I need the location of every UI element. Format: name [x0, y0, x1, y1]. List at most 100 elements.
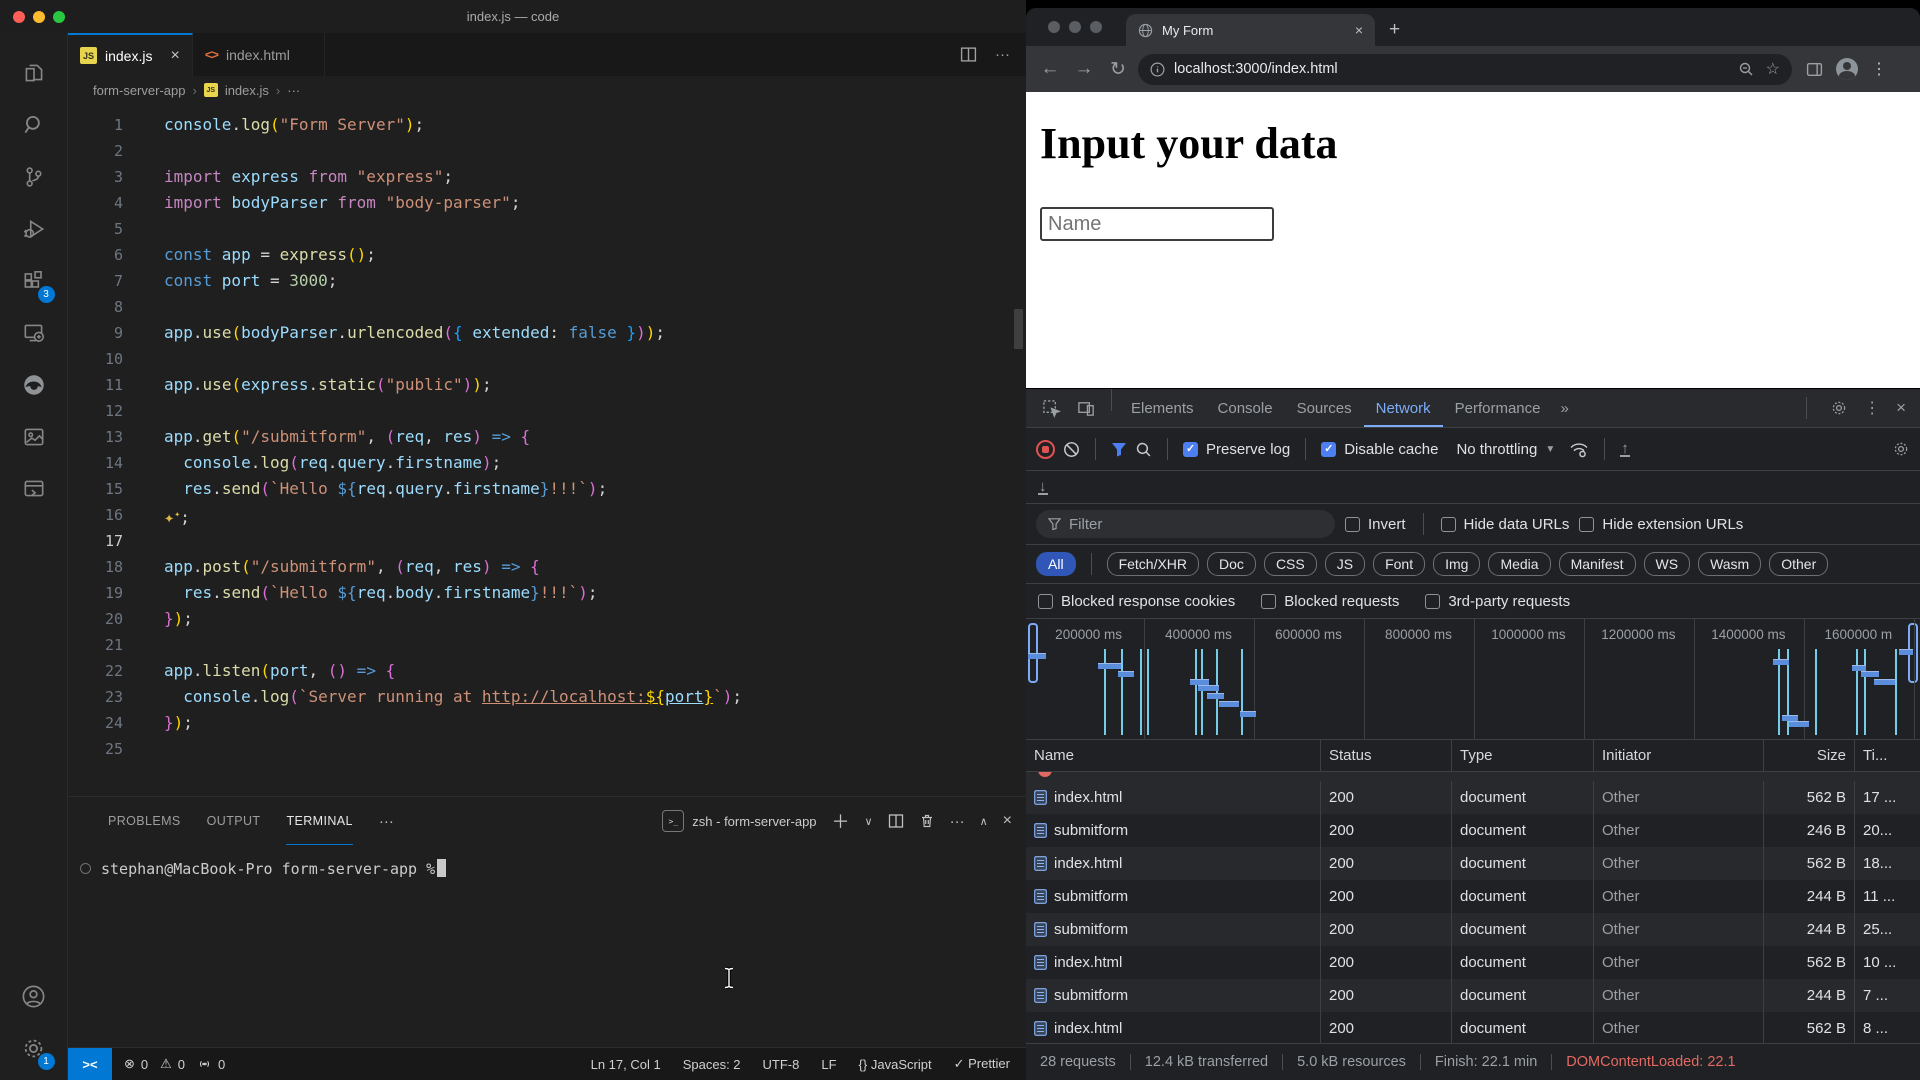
- devtools-settings-gear-icon[interactable]: [1830, 399, 1848, 417]
- code-line[interactable]: 1 console.log("Form Server");: [68, 112, 1026, 138]
- code-line[interactable]: 5: [68, 216, 1026, 242]
- tab-index-js[interactable]: JS index.js ×: [68, 33, 193, 76]
- source-control-icon[interactable]: [11, 151, 57, 203]
- new-terminal-icon[interactable]: ＋: [831, 812, 850, 832]
- editor-scrollbar[interactable]: [1014, 309, 1023, 349]
- terminal[interactable]: stephan@MacBook-Pro form-server-app %: [68, 845, 1026, 1047]
- checkbox-icon[interactable]: [1579, 516, 1595, 532]
- close-tab-icon[interactable]: ×: [170, 46, 180, 64]
- code-line[interactable]: 16 ✦✦;: [68, 502, 1026, 528]
- code-line[interactable]: 4 import bodyParser from "body-parser";: [68, 190, 1026, 216]
- code-line[interactable]: 3 import express from "express";: [68, 164, 1026, 190]
- filter-option[interactable]: Invert: [1345, 516, 1406, 533]
- remote-indicator[interactable]: ><: [68, 1048, 112, 1080]
- panel-tab-terminal[interactable]: TERMINAL: [286, 797, 352, 845]
- close-panel-icon[interactable]: ×: [1002, 812, 1012, 829]
- partially-scrolled-row[interactable]: [1026, 772, 1920, 781]
- code-line[interactable]: 11 app.use(express.static("public"));: [68, 372, 1026, 398]
- maximize-window-button[interactable]: [1090, 21, 1102, 33]
- code-line[interactable]: 23 console.log(`Server running at http:/…: [68, 684, 1026, 710]
- side-panel-icon[interactable]: [1806, 61, 1823, 78]
- code-line[interactable]: 19 res.send(`Hello ${req.body.firstname}…: [68, 580, 1026, 606]
- close-window-button[interactable]: [1048, 21, 1060, 33]
- network-settings-gear-icon[interactable]: [1892, 440, 1910, 458]
- code-line[interactable]: 21: [68, 632, 1026, 658]
- code-line[interactable]: 25: [68, 736, 1026, 762]
- indentation[interactable]: Spaces: 2: [682, 1056, 741, 1072]
- chip-other[interactable]: Other: [1769, 552, 1829, 576]
- preserve-log-checkbox[interactable]: [1183, 441, 1198, 457]
- code-line[interactable]: 2: [68, 138, 1026, 164]
- forward-icon[interactable]: →: [1074, 58, 1094, 79]
- devtools-tab-elements[interactable]: Elements: [1131, 399, 1194, 417]
- chip-media[interactable]: Media: [1488, 552, 1551, 576]
- language-mode[interactable]: {} JavaScript: [858, 1056, 932, 1072]
- reload-icon[interactable]: ↻: [1110, 58, 1126, 80]
- terminal-session[interactable]: >_ zsh - form-server-app: [662, 810, 817, 832]
- more-panels-icon[interactable]: »: [1560, 399, 1569, 417]
- formatter-status[interactable]: ✓ Prettier: [953, 1056, 1010, 1071]
- breadcrumb-root[interactable]: form-server-app: [93, 82, 186, 98]
- checkbox-icon[interactable]: [1440, 516, 1456, 532]
- bookmark-star-icon[interactable]: ☆: [1765, 61, 1780, 78]
- editor-more-actions-icon[interactable]: ···: [995, 46, 1010, 63]
- checkbox-icon[interactable]: [1261, 593, 1277, 609]
- chip-js[interactable]: JS: [1324, 552, 1366, 576]
- code-line[interactable]: 22 app.listen(port, () => {: [68, 658, 1026, 684]
- code-line[interactable]: 7 const port = 3000;: [68, 268, 1026, 294]
- chip-all[interactable]: All: [1036, 552, 1076, 576]
- live-preview-icon[interactable]: [11, 463, 57, 515]
- throttling-select[interactable]: No throttling: [1456, 440, 1538, 458]
- code-line[interactable]: 14 console.log(req.query.firstname);: [68, 450, 1026, 476]
- filter-option[interactable]: Hide extension URLs: [1579, 516, 1743, 533]
- breadcrumb-file[interactable]: index.js: [224, 82, 269, 98]
- remote-explorer-icon[interactable]: [11, 307, 57, 359]
- panel-more-actions-icon[interactable]: ···: [949, 812, 965, 830]
- tab-index-html[interactable]: <> index.html: [192, 33, 325, 76]
- split-editor-icon[interactable]: [960, 46, 977, 63]
- record-network-log-icon[interactable]: [1036, 439, 1055, 459]
- maximize-window-button[interactable]: [53, 10, 65, 23]
- account-icon[interactable]: [11, 970, 57, 1022]
- split-terminal-icon[interactable]: [888, 813, 904, 829]
- panel-more-icon[interactable]: ···: [378, 812, 394, 830]
- column-header-name[interactable]: Name: [1034, 747, 1075, 764]
- media-icon[interactable]: [11, 411, 57, 463]
- minimize-window-button[interactable]: [33, 10, 45, 23]
- breadcrumb[interactable]: form-server-app › JS index.js › ···: [68, 76, 1026, 104]
- panel-tab-output[interactable]: OUTPUT: [206, 814, 261, 828]
- eol-sequence[interactable]: LF: [821, 1056, 837, 1072]
- chip-doc[interactable]: Doc: [1207, 552, 1256, 576]
- chip-font[interactable]: Font: [1373, 552, 1426, 576]
- edge-devtools-icon[interactable]: [11, 359, 57, 411]
- table-row[interactable]: index.html 200 document Other 562 B 18...: [1026, 847, 1920, 880]
- filter-funnel-icon[interactable]: [1111, 442, 1127, 457]
- inspect-element-icon[interactable]: [1034, 389, 1069, 427]
- panel-tab-problems[interactable]: PROBLEMS: [108, 814, 181, 828]
- code-line[interactable]: 12: [68, 398, 1026, 424]
- devtools-close-icon[interactable]: ×: [1896, 398, 1906, 417]
- code-line[interactable]: 24});: [68, 710, 1026, 736]
- settings-gear-icon[interactable]: 1: [11, 1022, 57, 1074]
- filter-option[interactable]: Hide data URLs: [1440, 516, 1569, 533]
- checkbox-icon[interactable]: [1038, 593, 1053, 609]
- code-line[interactable]: 8: [68, 294, 1026, 320]
- code-editor[interactable]: 1 console.log("Form Server"); 2 3 import exp…: [68, 104, 1026, 796]
- column-header-initiator[interactable]: Initiator: [1593, 740, 1763, 771]
- ports-status[interactable]: 0: [197, 1057, 225, 1072]
- back-icon[interactable]: ←: [1040, 58, 1060, 79]
- close-window-button[interactable]: [13, 10, 25, 23]
- chip-css[interactable]: CSS: [1263, 552, 1317, 576]
- browser-tab[interactable]: My Form ×: [1126, 14, 1375, 46]
- maximize-panel-icon[interactable]: ∧: [979, 815, 988, 828]
- device-toolbar-icon[interactable]: [1069, 389, 1104, 427]
- name-input[interactable]: [1040, 207, 1274, 241]
- checkbox-icon[interactable]: [1425, 593, 1441, 609]
- address-bar[interactable]: localhost:3000/index.html ☆: [1138, 53, 1792, 85]
- chip-img[interactable]: Img: [1433, 552, 1481, 576]
- devtools-kebab-icon[interactable]: ⋮: [1864, 400, 1881, 417]
- code-line[interactable]: 18 app.post("/submitform", (req, res) => …: [68, 554, 1026, 580]
- chip-fetchxhr[interactable]: Fetch/XHR: [1106, 552, 1200, 576]
